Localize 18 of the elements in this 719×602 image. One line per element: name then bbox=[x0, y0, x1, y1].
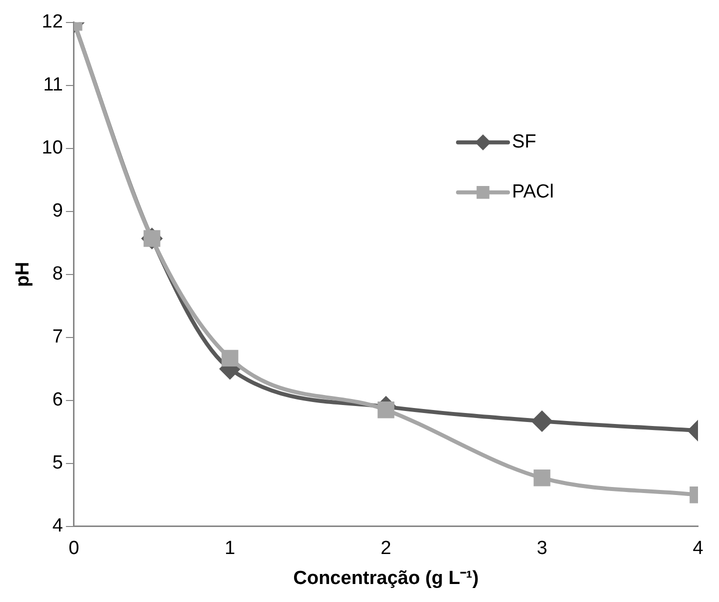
x-axis-title: Concentração (g L⁻¹) bbox=[293, 568, 479, 589]
x-tick-label: 2 bbox=[380, 538, 392, 560]
y-tick-label: 12 bbox=[42, 12, 63, 33]
x-tick-label: 0 bbox=[68, 538, 80, 560]
legend-label: SF bbox=[512, 132, 536, 153]
y-tick-label: 9 bbox=[52, 200, 63, 222]
x-tick-label: 4 bbox=[692, 538, 704, 560]
y-tick-label: 6 bbox=[52, 390, 63, 411]
y-axis-title: pH bbox=[12, 262, 34, 288]
y-tick-label: 5 bbox=[52, 452, 63, 474]
y-tick-label: 11 bbox=[43, 74, 63, 96]
y-tick-label: 10 bbox=[42, 138, 63, 159]
x-tick-label: 1 bbox=[224, 538, 236, 560]
y-tick-label: 7 bbox=[52, 326, 63, 348]
legend-label: PACl bbox=[512, 182, 554, 203]
x-tick-label: 3 bbox=[536, 538, 548, 560]
y-tick-label: 4 bbox=[52, 516, 64, 537]
y-tick-label: 8 bbox=[52, 264, 63, 285]
